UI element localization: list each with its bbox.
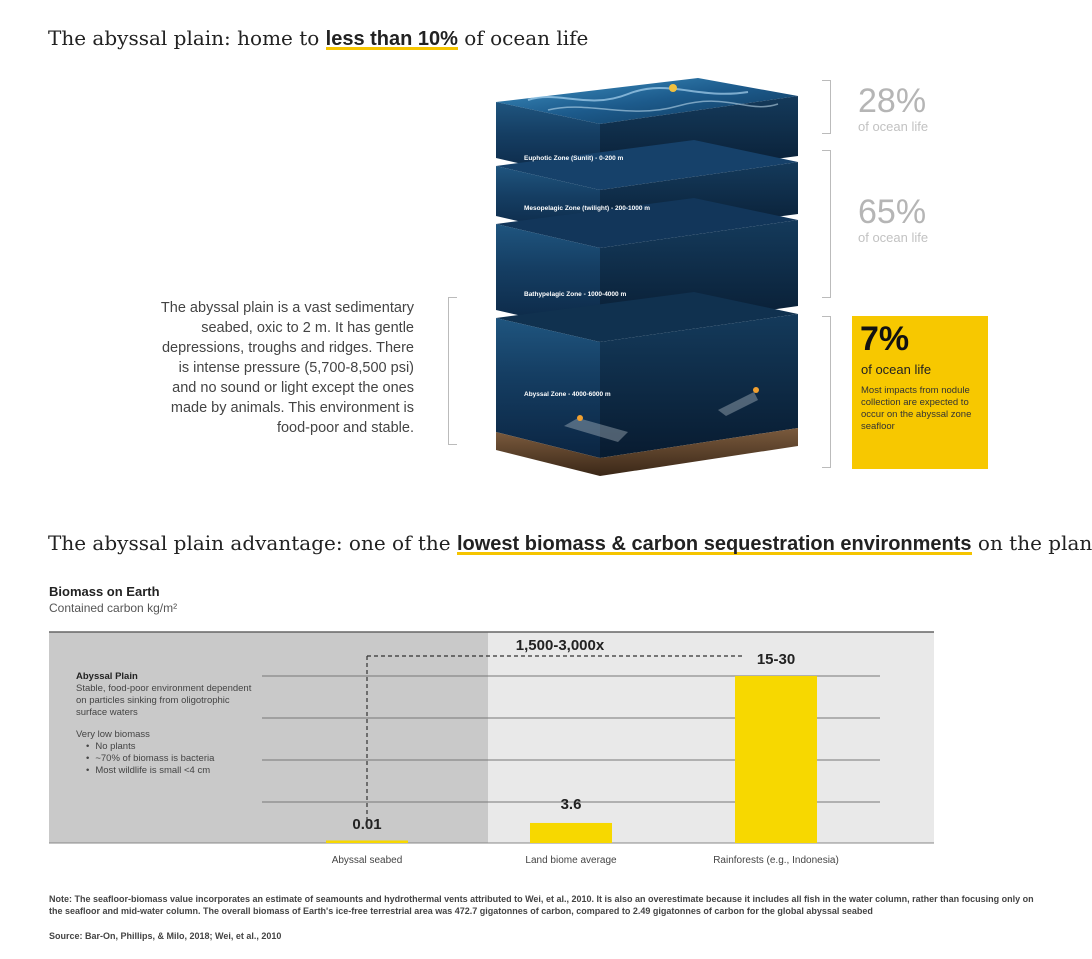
category-label: Rainforests (e.g., Indonesia) (713, 855, 839, 866)
abyssal-layer (496, 292, 798, 476)
title-text-end: of ocean life (457, 26, 589, 50)
abyssal-plain-panel: Abyssal Plain Stable, food-poor environm… (76, 671, 256, 777)
category-label: Abyssal seabed (332, 855, 403, 866)
chart-title: Biomass on Earth (49, 584, 160, 599)
data-label: 3.6 (561, 796, 582, 813)
list-item: Most wildlife is small <4 cm (86, 765, 256, 777)
bar (530, 822, 612, 843)
callout-percent: 7% (860, 320, 910, 358)
stat-bracket (822, 80, 831, 134)
category-label: Land biome average (525, 855, 617, 866)
bar (735, 676, 817, 843)
description-bracket (448, 297, 457, 445)
panel-subheading: Very low biomass (76, 729, 150, 740)
callout-sub: of ocean life (861, 362, 932, 377)
panel-heading: Abyssal Plain (76, 671, 138, 682)
panel-bullet-list: No plants ~70% of biomass is bacteria Mo… (76, 741, 256, 777)
section-title-ocean-life: The abyssal plain: home to less than 10%… (48, 26, 588, 51)
zone-label-bathypelagic: Bathypelagic Zone - 1000-4000 m (524, 291, 626, 298)
annotation-label: 1,500-3,000x (516, 637, 605, 654)
zone-label-abyssal: Abyssal Zone - 4000-6000 m (524, 391, 611, 398)
title-text: The abyssal plain: home to (48, 26, 326, 50)
title-highlight: less than 10% (325, 28, 458, 50)
chart-subtitle: Contained carbon kg/m² (49, 601, 178, 615)
abyssal-description: The abyssal plain is a vast sedimentary … (160, 300, 414, 436)
stat-percent-euphotic: 28% (858, 82, 927, 120)
list-item: No plants (86, 741, 256, 753)
ocean-zones-illustration: Euphotic Zone (Sunlit) - 0-200 m Mesopel… (496, 78, 798, 476)
data-label: 15-30 (757, 651, 795, 668)
title-text-end: on the planet (977, 531, 1092, 555)
zone-label-mesopelagic: Mesopelagic Zone (twilight) - 200-1000 m (524, 205, 650, 212)
stat-bracket (822, 316, 831, 468)
section-title-advantage: The abyssal plain advantage: one of the … (48, 531, 1092, 556)
title-highlight: lowest biomass & carbon sequestration en… (456, 533, 972, 555)
stat-sub-euphotic: of ocean life (858, 119, 929, 134)
stat-percent-midwater: 65% (858, 193, 927, 231)
abyssal-panel-background (49, 632, 488, 843)
stat-sub-midwater: of ocean life (858, 230, 929, 245)
source-citation: Source: Bar-On, Phillips, & Milo, 2018; … (49, 931, 282, 941)
zone-label-euphotic: Euphotic Zone (Sunlit) - 0-200 m (524, 155, 624, 162)
list-item: ~70% of biomass is bacteria (86, 753, 256, 765)
abyssal-callout-box: 7% of ocean life Most impacts from nodul… (852, 316, 988, 469)
title-text: The abyssal plain advantage: one of the (48, 531, 457, 555)
callout-text: Most impacts from nodule collection are … (861, 385, 972, 432)
footnote: Note: The seafloor-biomass value incorpo… (49, 894, 1034, 916)
panel-text: Stable, food-poor environment dependent … (76, 683, 252, 718)
bar (326, 840, 408, 843)
stat-bracket (822, 150, 831, 298)
